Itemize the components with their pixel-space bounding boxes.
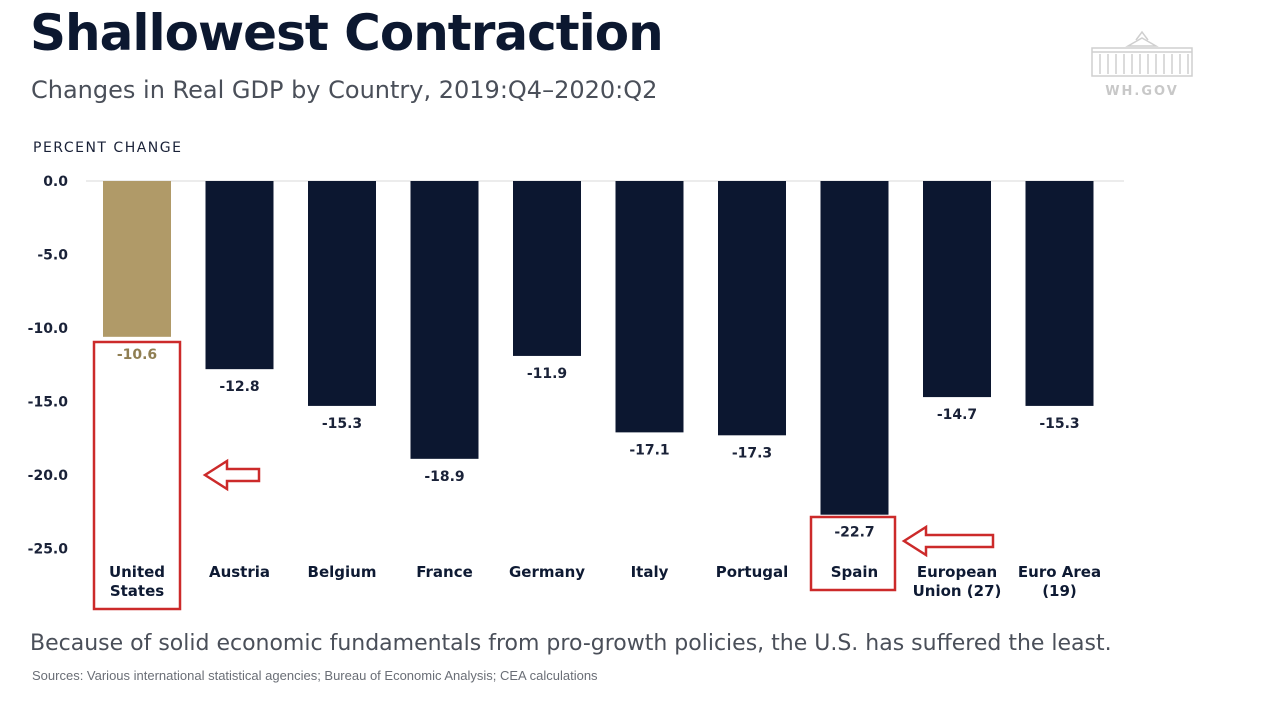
chart-footnote: Because of solid economic fundamentals f…	[30, 631, 1112, 656]
bar	[820, 181, 889, 515]
category-label: Spain	[831, 563, 878, 581]
bar	[103, 181, 171, 337]
y-tick-label: -5.0	[37, 248, 68, 264]
bar	[513, 181, 581, 356]
y-tick-label: 0.0	[43, 174, 68, 190]
y-tick-label: -10.0	[28, 321, 69, 337]
value-label: -15.3	[322, 416, 362, 432]
spain-arrow-icon	[901, 524, 995, 558]
y-axis-title: PERCENT CHANGE	[33, 140, 182, 156]
bar	[1025, 181, 1094, 406]
logo-text: WH.GOV	[1105, 84, 1179, 99]
bar	[923, 181, 991, 398]
value-label: -14.7	[937, 407, 977, 423]
value-label: -18.9	[424, 469, 464, 485]
y-tick-label: -20.0	[28, 468, 69, 484]
bar	[308, 181, 376, 406]
value-label: -10.6	[117, 347, 157, 363]
category-label: Austria	[209, 563, 270, 581]
y-tick-label: -25.0	[28, 542, 69, 558]
bar	[410, 181, 479, 459]
category-label: United	[109, 563, 165, 581]
value-label: -11.9	[527, 366, 567, 382]
bar	[205, 181, 274, 370]
bar	[615, 181, 684, 433]
category-label: (19)	[1042, 582, 1077, 600]
chart-subtitle: Changes in Real GDP by Country, 2019:Q4–…	[31, 76, 658, 104]
category-label: Germany	[509, 563, 585, 581]
value-label: -15.3	[1039, 416, 1079, 432]
value-label: -17.3	[732, 445, 772, 461]
value-label: -17.1	[629, 442, 669, 458]
category-label: Euro Area	[1018, 563, 1101, 581]
white-house-logo-icon	[1091, 30, 1193, 77]
category-label: States	[110, 582, 164, 600]
category-label: Portugal	[716, 563, 789, 581]
category-label: European	[917, 563, 997, 581]
category-label: Union (27)	[913, 582, 1002, 600]
y-tick-label: -15.0	[28, 395, 69, 411]
category-label: Italy	[631, 563, 669, 581]
bar	[718, 181, 786, 436]
spain-highlight-box	[809, 515, 897, 592]
value-label: -12.8	[219, 379, 259, 395]
us-arrow-icon	[202, 458, 261, 492]
us-highlight-box	[92, 340, 182, 611]
value-label: -22.7	[834, 525, 874, 541]
chart-sources: Sources: Various international statistic…	[32, 668, 598, 683]
category-label: France	[416, 563, 473, 581]
bar-chart: PERCENT CHANGE 0.0 -5.0 -10.0 -15.0 -20.0 -25.…	[28, 140, 1124, 611]
chart-title: Shallowest Contraction	[30, 4, 664, 62]
category-label: Belgium	[308, 563, 377, 581]
